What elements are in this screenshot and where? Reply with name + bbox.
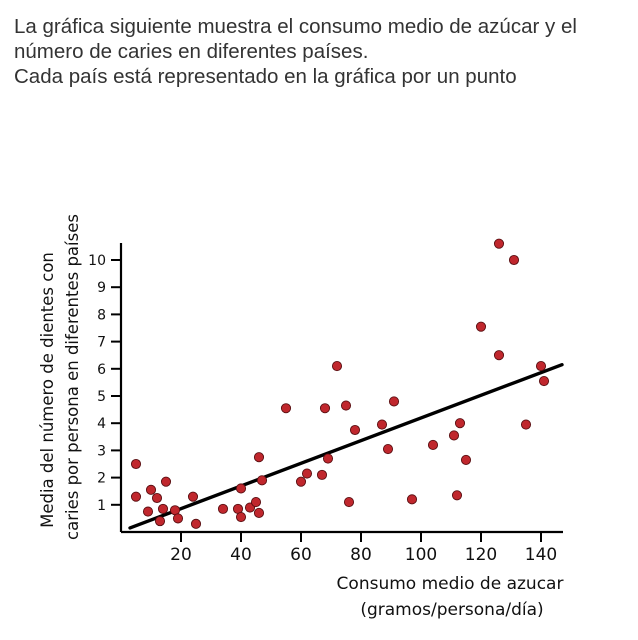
y-tick-label: 4 [97,416,106,432]
x-axis-label-line-1: Consumo medio de azucar [337,574,564,594]
data-point [253,452,265,463]
data-point [340,400,352,411]
data-point [145,484,157,495]
data-point [475,321,487,332]
data-point [520,419,532,430]
data-point [235,483,247,494]
data-point [217,503,229,514]
y-tick-label: 6 [97,362,106,378]
data-point [295,476,307,487]
data-point [316,469,328,480]
chart-points [130,238,550,529]
y-axis-label-line-2: caries por persona en diferentes países [63,214,82,540]
data-point [538,375,550,387]
data-point [130,491,142,502]
y-tick-label: 2 [97,471,106,487]
data-point [256,475,268,486]
data-point [454,418,466,429]
data-point [190,518,202,529]
data-point [376,419,388,430]
data-point [322,453,334,464]
x-tick-label: 100 [405,545,437,565]
chart-trend [128,363,564,530]
data-point [151,492,163,504]
y-tick-label: 7 [97,335,106,351]
x-axis-label-line-2: (gramos/persona/día) [360,600,543,620]
trend-line [128,363,564,530]
y-tick-label: 8 [97,307,106,323]
data-point [187,491,199,502]
data-point [157,503,169,514]
y-tick-label: 10 [88,253,106,269]
chart-axes [119,243,563,534]
data-point [319,403,331,414]
data-point [493,350,505,361]
data-point [172,513,184,524]
data-point [406,494,418,505]
data-point [253,507,265,519]
x-tick-label: 80 [350,545,372,565]
data-point [493,238,505,249]
y-tick-label: 3 [97,443,106,459]
data-point [349,424,361,436]
intro-text: La gráfica siguiente muestra el consumo … [14,14,634,89]
data-point [280,403,292,414]
data-point [460,454,472,465]
data-point [535,361,547,372]
data-point [130,458,142,470]
data-point [448,430,460,441]
data-point [250,497,262,508]
data-point [388,396,400,407]
y-tick-label: 5 [97,389,106,405]
data-point [508,254,520,266]
x-tick-label: 140 [525,545,557,565]
data-point [382,443,394,455]
y-axis-label-line-1: Media del número de dientes con [38,252,57,528]
data-point [427,439,439,451]
data-point [235,511,247,523]
data-point [142,506,154,517]
x-tick-label: 60 [290,545,312,565]
x-tick-label: 40 [230,545,252,565]
y-tick-label: 1 [97,498,106,514]
data-point [160,476,172,487]
data-point [331,361,343,372]
data-point [451,490,463,501]
data-point [343,497,355,508]
data-point [154,516,166,527]
x-tick-label: 20 [170,545,192,565]
x-tick-label: 120 [465,545,497,565]
intro-line-2: Cada país está representado en la gráfic… [14,65,517,88]
data-point [301,468,313,479]
intro-line-1: La gráfica siguiente muestra el consumo … [14,15,577,63]
y-tick-label: 9 [97,280,106,296]
chart-ticks: 1 2 3 4 5 6 7 8 9 10 20 40 60 80 100 120 140 [88,253,557,565]
